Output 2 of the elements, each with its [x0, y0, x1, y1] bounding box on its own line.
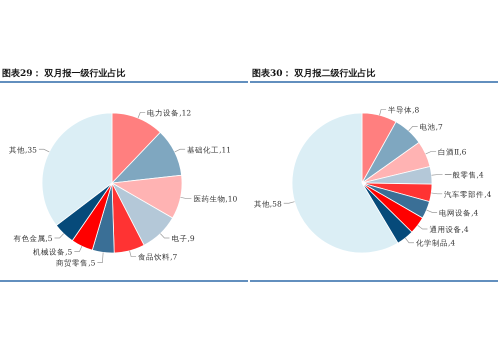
chart-title: 图表30： 双月报二级行业占比 — [252, 68, 376, 79]
chart-title: 图表29： 双月报一级行业占比 — [2, 68, 126, 79]
